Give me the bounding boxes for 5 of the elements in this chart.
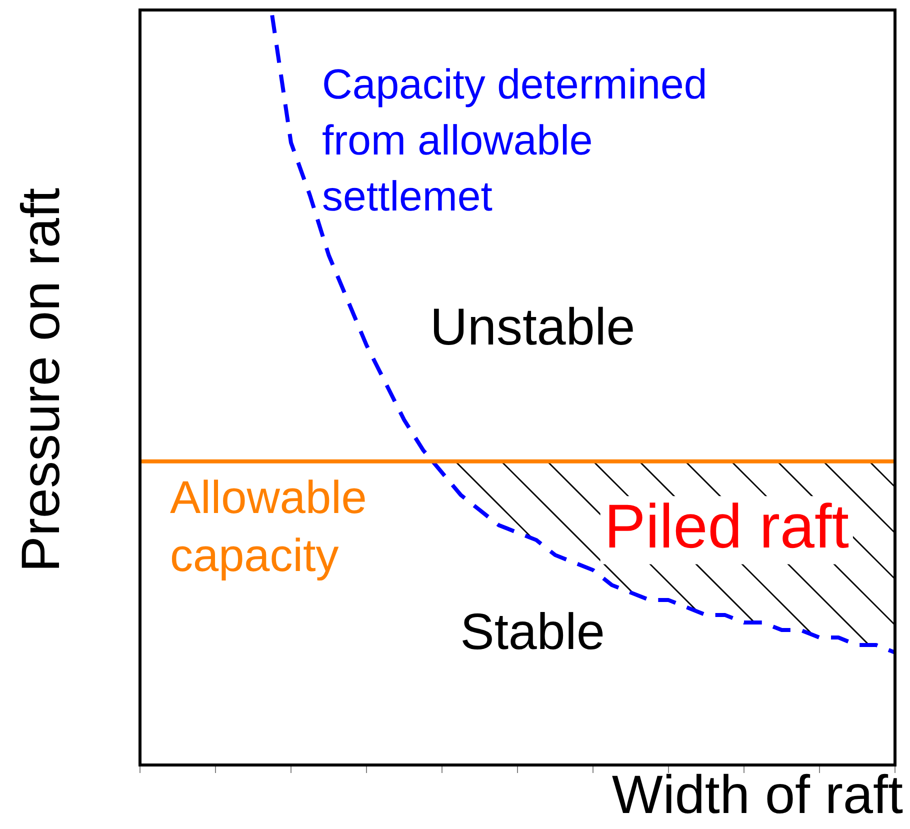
annotation: Unstable bbox=[430, 298, 636, 356]
x-axis-title: Width of raft bbox=[612, 764, 903, 825]
series-label: Capacity determined from allowable settlemet bbox=[322, 60, 708, 220]
ref-line-label: Allowable capacity bbox=[170, 471, 367, 582]
y-axis-title: Pressure on raft bbox=[10, 188, 71, 572]
